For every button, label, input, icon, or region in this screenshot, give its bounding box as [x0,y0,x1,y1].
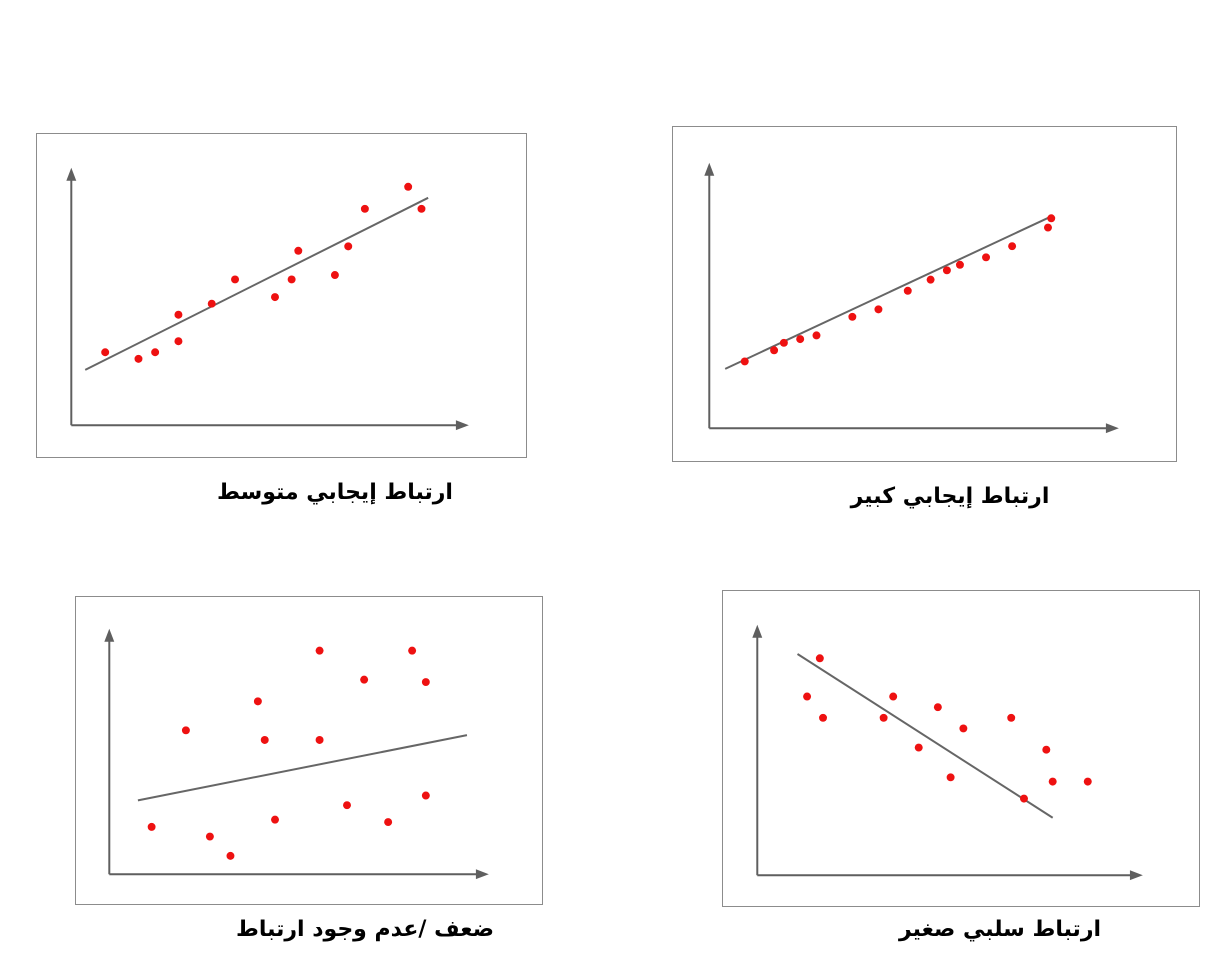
data-point [819,713,828,722]
x-axis-arrowhead [475,869,489,880]
data-point [408,646,417,655]
data-point [151,348,160,357]
data-point [1008,242,1017,251]
data-point [812,331,821,340]
data-point [421,678,430,687]
data-point [360,675,369,684]
data-point [914,743,923,752]
data-point [848,312,857,321]
data-point [330,271,339,280]
scatter-chart [66,167,469,431]
chart-panel-no-correlation [75,596,543,905]
data-point [879,713,888,722]
data-point [134,354,143,363]
data-point [343,801,351,810]
data-point [271,293,279,302]
data-point [796,335,805,344]
data-point [982,253,991,262]
data-point [1048,777,1057,786]
x-axis-arrowhead [455,420,469,431]
data-point [779,338,788,347]
trend-line [84,196,429,371]
data-point [1083,777,1092,786]
data-point [315,646,324,655]
data-point [770,346,779,355]
data-point [421,791,430,800]
data-point [384,818,393,827]
data-point [874,305,883,314]
y-axis-arrowhead [104,628,115,642]
data-point [815,654,824,663]
data-point [740,357,749,366]
trend-line [137,734,468,802]
data-point [1044,223,1052,232]
data-point [404,182,413,191]
scatter-chart [104,628,489,880]
data-point [1007,713,1016,722]
chart-caption: ضعف /عدم وجود ارتباط [236,917,494,942]
data-point [344,242,353,251]
data-point [946,773,955,782]
trend-line [796,653,1054,819]
data-point [926,275,935,284]
data-point [231,275,240,284]
data-point [174,337,183,346]
data-point [147,822,156,831]
data-point [903,286,912,295]
chart-caption: ارتباط سلبي صغير [898,917,1102,942]
data-point [205,832,214,841]
y-axis-arrowhead [752,624,763,638]
data-point [260,736,269,744]
data-point [294,246,303,255]
data-point [287,275,296,284]
data-point [315,736,324,744]
chart-panel-weak-negative [722,590,1200,907]
data-point [942,266,951,275]
data-point [101,348,110,357]
x-axis-arrowhead [1105,423,1119,434]
y-axis-arrowhead [66,167,77,181]
chart-panel-moderate-positive [36,133,527,458]
data-point [1042,745,1051,754]
chart-caption: ارتباط إيجابي متوسط [217,480,453,505]
data-point [933,703,942,712]
data-point [889,692,898,701]
data-point [417,204,426,213]
x-axis-arrowhead [1129,870,1143,881]
scatter-chart [752,624,1143,881]
data-point [207,299,216,308]
data-point [803,692,812,701]
data-point [1020,794,1028,803]
data-point [174,310,183,319]
y-axis-arrowhead [704,162,715,176]
chart-caption: ارتباط إيجابي كبير [850,484,1050,509]
data-point [955,260,964,269]
data-point [181,726,190,735]
data-point [226,851,235,860]
scatter-chart [704,162,1119,434]
trend-line [724,215,1052,370]
data-point [1047,214,1056,223]
data-point [271,815,279,824]
data-point [360,204,369,213]
data-point [959,724,968,733]
chart-panel-strong-positive [672,126,1177,462]
data-point [253,697,262,706]
